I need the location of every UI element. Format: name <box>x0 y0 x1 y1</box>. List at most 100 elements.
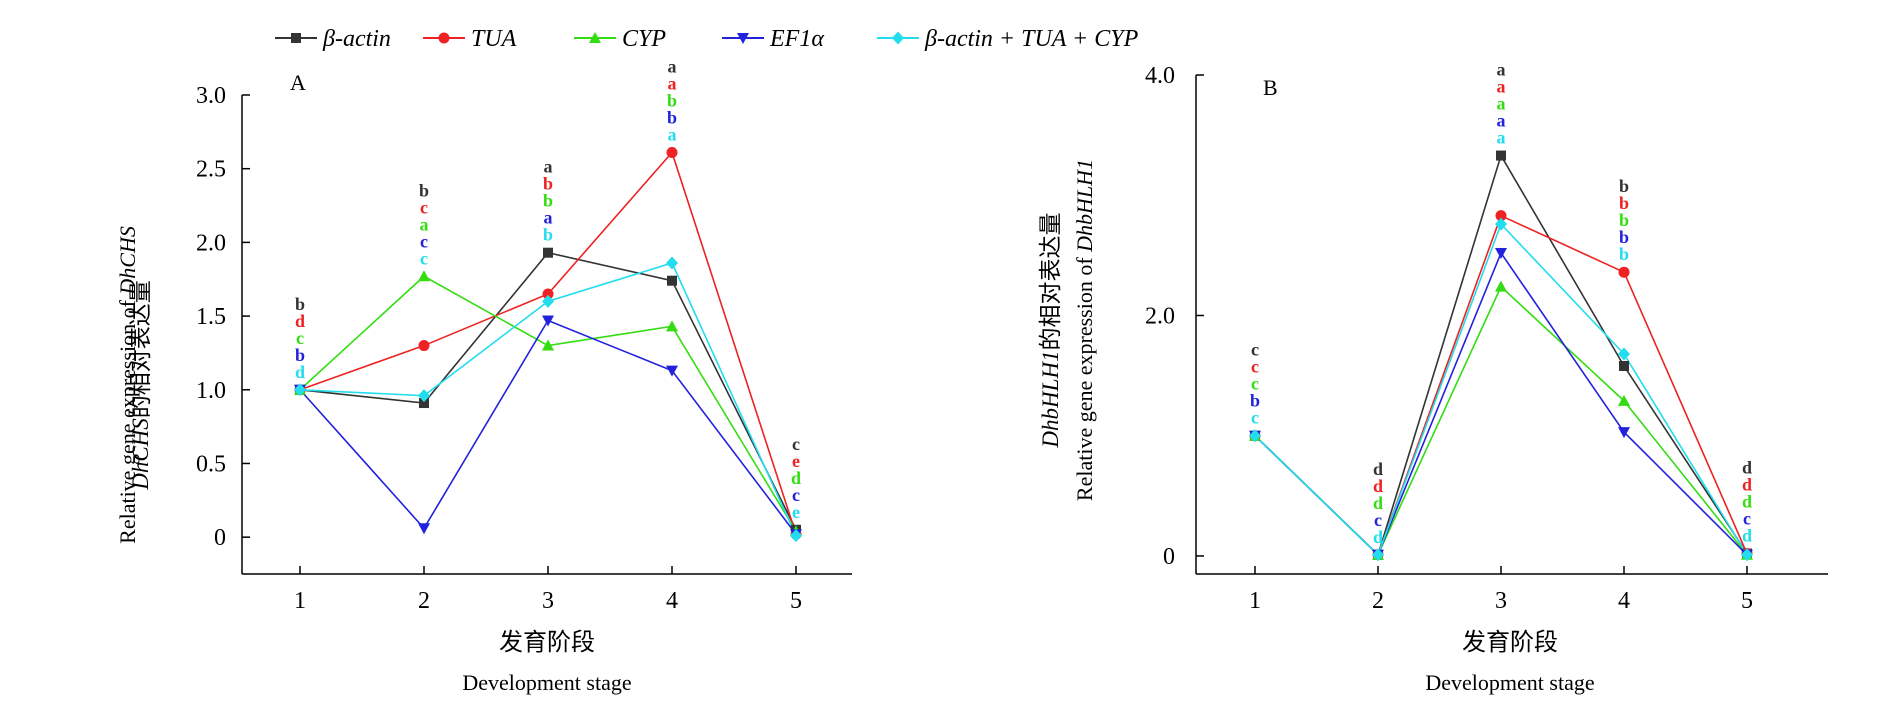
panel-a-significance-letter: c <box>420 231 428 251</box>
panel-a-significance-letter: e <box>792 451 800 471</box>
legend-marker-ef1a <box>737 33 749 44</box>
panel-a: A 发育阶段 Development stage DhCHS的相对表达量 Rel… <box>115 56 852 695</box>
panel-a-significance-letter: a <box>544 208 553 228</box>
panel-b-significance-letter: a <box>1497 128 1506 148</box>
panel-a-significance-letter: a <box>668 73 677 93</box>
panel-a-line-ef1a <box>299 319 797 535</box>
panel-b-point-tua <box>1618 266 1630 278</box>
panel-a-x-tick-label: 5 <box>790 588 802 614</box>
panel-a-significance-letter: b <box>295 294 305 314</box>
panel-a-y-tick-label: 0.5 <box>196 451 226 477</box>
legend-label-cyp: CYP <box>622 26 666 52</box>
legend-label-ef1a: EF1α <box>769 26 824 52</box>
panel-a-significance-letter: b <box>543 174 553 194</box>
panel-b-significance-letter: a <box>1497 94 1506 114</box>
panel-b-point-cyp <box>1618 394 1630 406</box>
panel-b-ylabel-cn: DhbHLH1的相对表达量 <box>1038 212 1064 448</box>
panel-b-x-tick-label: 5 <box>1741 588 1753 614</box>
panel-b-significance-letter: a <box>1497 60 1506 80</box>
panel-a-point-cyp <box>542 339 554 351</box>
panel-b-ylabel-en: Relative gene expression of DhbHLH1 <box>1072 159 1097 501</box>
panel-a-significance-letter: a <box>420 214 429 234</box>
legend-label-beta-actin-tua-cyp: β-actin + TUA + CYP <box>924 26 1139 52</box>
panel-b-significance-letter: c <box>1251 408 1259 428</box>
panel-a-significance-letter: d <box>791 468 801 488</box>
panel-b-point-beta-actin-tua-cyp <box>1495 217 1507 231</box>
panel-b-point-tua <box>1495 210 1507 222</box>
panel-a-point-tua <box>418 340 430 352</box>
panel-a-y-tick-label: 0 <box>214 525 226 551</box>
panel-b-significance-letter: b <box>1619 244 1629 264</box>
panel-a-point-tua <box>666 146 678 158</box>
panel-b-significance-letter: d <box>1373 476 1383 496</box>
panel-b-significance-letter: b <box>1619 227 1629 247</box>
panel-b-point-beta-actin-tua-cyp <box>1249 429 1261 443</box>
panel-b-line-ef1a <box>1254 251 1748 557</box>
panel-b-x-tick-label: 2 <box>1372 588 1384 614</box>
panel-b-y-tick-label: 2.0 <box>1145 303 1175 329</box>
panel-b-significance-letter: c <box>1251 340 1259 360</box>
legend-marker-cyp <box>589 32 601 43</box>
panel-b-point-beta-actin-tua-cyp <box>1618 347 1630 361</box>
panel-a-point-ef1a <box>666 365 678 377</box>
panel-a-significance-letter: b <box>667 90 677 110</box>
legend-marker-tua <box>438 32 450 44</box>
panel-a-significance-letter: c <box>792 485 800 505</box>
panel-b-line-beta-actin-tua-cyp <box>1254 222 1748 557</box>
panel-a-y-tick-label: 1.5 <box>196 304 226 330</box>
panel-b-line-cyp <box>1254 285 1748 557</box>
panel-a-point-beta-actin-tua-cyp <box>294 383 306 397</box>
panel-a-point-cyp <box>666 320 678 332</box>
panel-a-significance-letter: a <box>668 124 677 144</box>
panel-b-significance-letter: c <box>1374 510 1382 530</box>
panel-b-point-beta-actin <box>1496 150 1506 161</box>
panel-a-y-tick-label: 2.0 <box>196 230 226 256</box>
legend-label-beta-actin: β-actin <box>322 26 391 52</box>
panel-b-point-ef1a <box>1618 427 1630 439</box>
panel-b-significance-letter: c <box>1251 357 1259 377</box>
panel-b-significance-letter: b <box>1619 210 1629 230</box>
panel-a-significance-letter: b <box>419 180 429 200</box>
panel-b-point-beta-actin <box>1619 360 1629 371</box>
panel-a-label: A <box>290 70 306 95</box>
panel-a-ylabel-cn: DhCHS的相对表达量 <box>128 280 154 491</box>
panel-a-significance-letter: d <box>295 311 305 331</box>
panel-a-significance-letter: a <box>668 56 677 76</box>
panel-a-point-beta-actin-tua-cyp <box>666 256 678 270</box>
panel-a-point-tua <box>542 288 554 300</box>
panel-a-significance-letter: c <box>420 248 428 268</box>
panel-b-significance-letter: d <box>1373 493 1383 513</box>
panel-a-point-beta-actin <box>419 398 429 409</box>
panel-a-significance-letter: c <box>420 197 428 217</box>
panel-b-significance-letter: b <box>1619 176 1629 196</box>
panel-a-ylabel-en: Relative gene expression of DhCHS <box>115 226 140 544</box>
panel-b-y-tick-label: 4.0 <box>1145 63 1175 89</box>
panel-a-significance-letter: d <box>295 362 305 382</box>
panel-a-significance-letter: b <box>295 345 305 365</box>
panel-b-x-tick-label: 4 <box>1618 588 1630 614</box>
panel-a-xlabel-cn: 发育阶段 <box>499 628 595 656</box>
panel-b-point-ef1a <box>1495 247 1507 259</box>
panel-a-x-tick-label: 1 <box>294 588 306 614</box>
panel-b-significance-letter: b <box>1250 391 1260 411</box>
panel-b-significance-letter: d <box>1742 526 1752 546</box>
panel-a-x-tick-label: 4 <box>666 588 678 614</box>
panel-b-x-tick-label: 1 <box>1249 588 1261 614</box>
panel-b-significance-letter: a <box>1497 77 1506 97</box>
panel-b-xlabel-cn: 发育阶段 <box>1462 628 1558 656</box>
panel-b-x-tick-label: 3 <box>1495 588 1507 614</box>
panel-b-significance-letter: c <box>1743 509 1751 529</box>
panel-a-significance-letter: b <box>543 225 553 245</box>
panel-b-significance-letter: d <box>1373 527 1383 547</box>
panel-a-significance-letter: c <box>792 434 800 454</box>
panel-a-point-beta-actin <box>543 247 553 258</box>
panel-a-y-tick-label: 3.0 <box>196 83 226 109</box>
panel-b-label: B <box>1263 75 1278 100</box>
panel-b-y-tick-label: 0 <box>1163 544 1175 570</box>
panel-b-significance-letter: d <box>1373 459 1383 479</box>
panel-a-point-beta-actin-tua-cyp <box>790 529 802 543</box>
panel-a-significance-letter: b <box>543 191 553 211</box>
panel-a-xlabel-en: Development stage <box>462 670 631 695</box>
